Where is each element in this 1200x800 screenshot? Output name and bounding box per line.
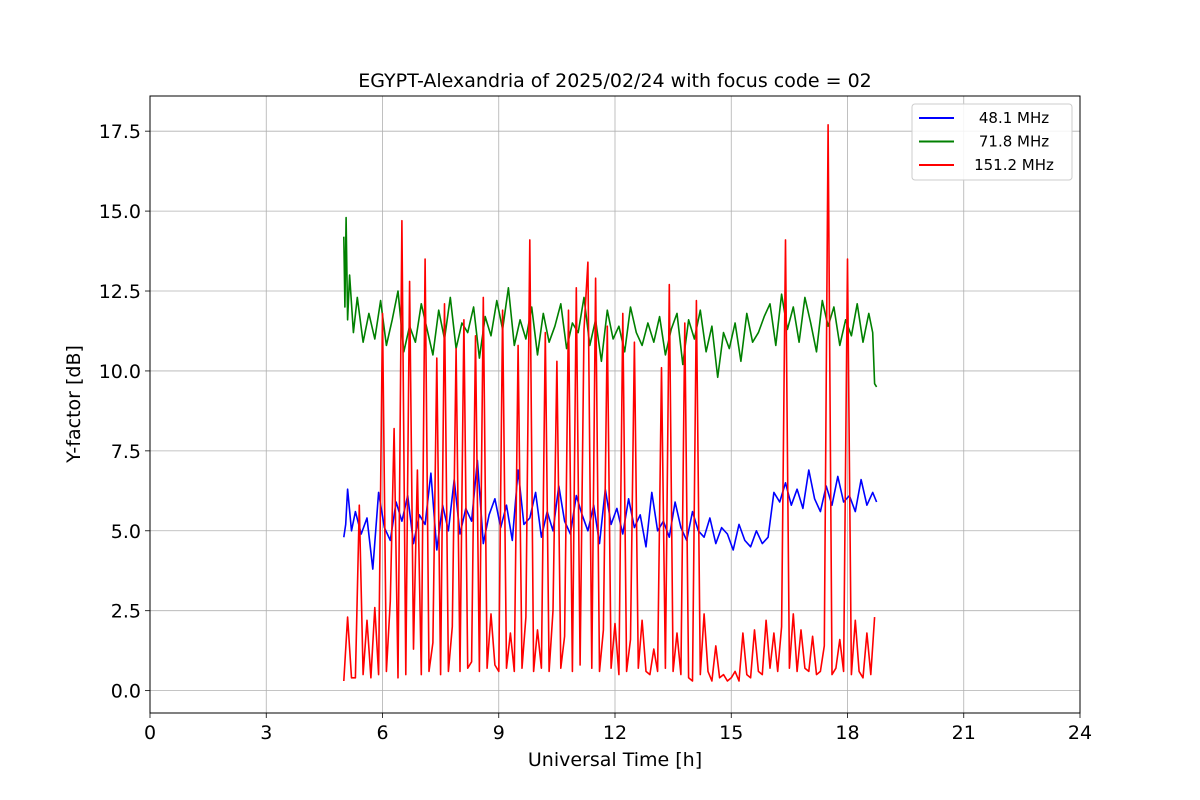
y-tick-label: 17.5 xyxy=(99,121,141,143)
y-tick-label: 10.0 xyxy=(99,361,141,383)
plot-area xyxy=(343,124,878,682)
legend: 48.1 MHz 71.8 MHz 151.2 MHz xyxy=(911,103,1073,181)
series-line-71-8-mhz xyxy=(343,216,878,388)
chart-title: EGYPT-Alexandria of 2025/02/24 with focu… xyxy=(358,70,872,92)
x-tick-label: 21 xyxy=(952,722,976,744)
y-tick-label: 5.0 xyxy=(111,521,141,543)
legend-box xyxy=(911,103,1073,181)
y-tick-label: 7.5 xyxy=(111,441,141,463)
x-axis-label: Universal Time [h] xyxy=(528,749,702,771)
legend-label: 151.2 MHz xyxy=(974,156,1054,174)
y-tick-label: 12.5 xyxy=(99,281,141,303)
x-tick-label: 15 xyxy=(719,722,743,744)
y-tick-label: 15.0 xyxy=(99,201,141,223)
legend-label: 48.1 MHz xyxy=(979,109,1049,127)
x-tick-label: 9 xyxy=(493,722,505,744)
x-axis: 0 3 6 9 12 15 18 21 24 xyxy=(144,713,1092,744)
x-tick-label: 24 xyxy=(1068,722,1092,744)
x-tick-label: 0 xyxy=(144,722,156,744)
y-axis-label: Y-factor [dB] xyxy=(63,345,85,464)
y-tick-label: 0.0 xyxy=(111,681,141,703)
x-tick-label: 6 xyxy=(376,722,388,744)
series-line-151-2-mhz xyxy=(343,124,876,682)
legend-label: 71.8 MHz xyxy=(979,133,1049,151)
x-tick-label: 3 xyxy=(260,722,272,744)
x-tick-label: 18 xyxy=(835,722,859,744)
x-tick-label: 12 xyxy=(603,722,627,744)
y-axis: 0.0 2.5 5.0 7.5 10.0 12.5 15.0 17.5 xyxy=(99,121,150,703)
y-tick-label: 2.5 xyxy=(111,601,141,623)
